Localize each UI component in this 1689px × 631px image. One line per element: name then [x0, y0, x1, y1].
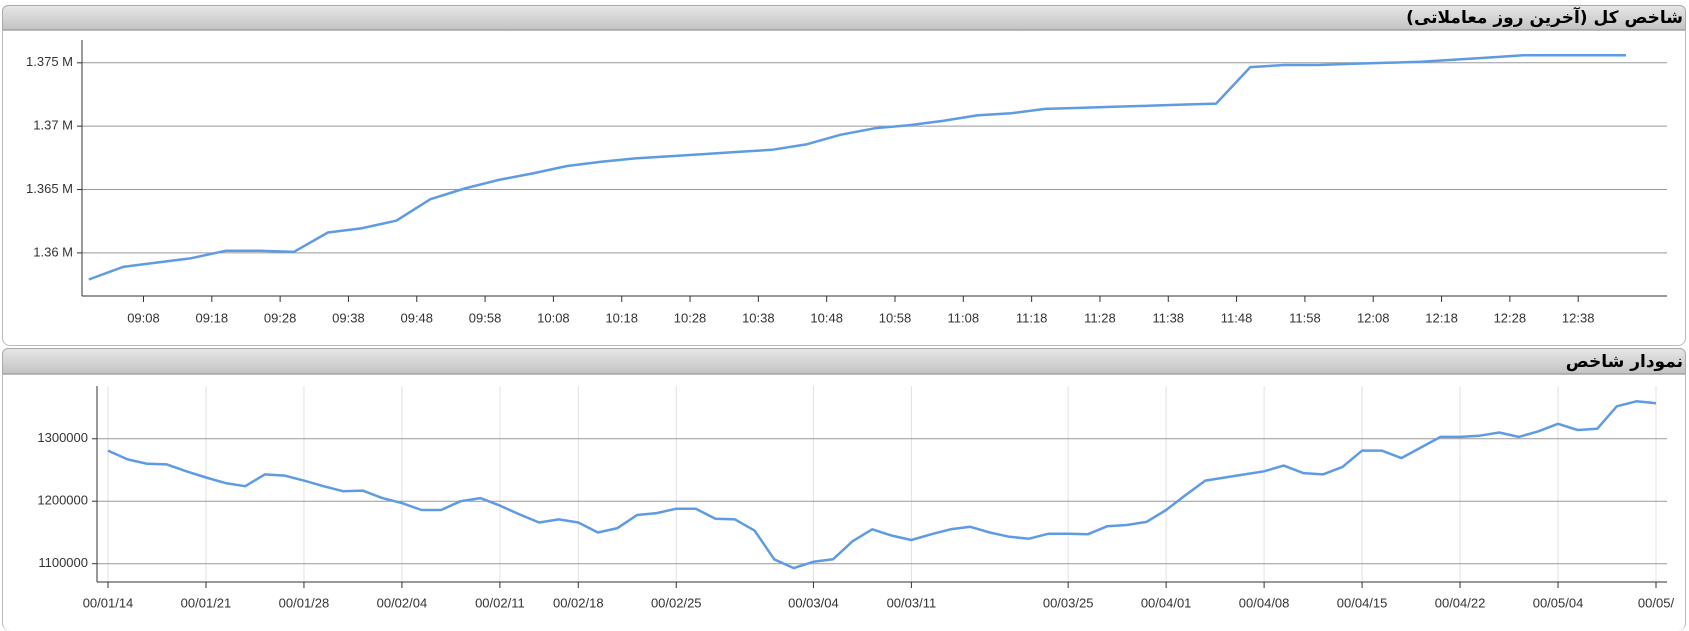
panel-header: شاخص کل (آخرین روز معاملاتی) [2, 5, 1686, 30]
y-tick-label: 1200000 [37, 493, 88, 508]
x-tick-label: 10:18 [605, 310, 638, 325]
x-tick-label: 00/01/21 [181, 595, 232, 610]
x-tick-label: 09:58 [469, 310, 502, 325]
x-tick-label: 09:28 [264, 310, 297, 325]
y-tick-label: 1.36 M [33, 244, 73, 259]
x-tick-label: 11:38 [1152, 310, 1184, 325]
series-line [88, 54, 1626, 281]
x-tick-label: 11:48 [1221, 310, 1253, 325]
x-tick-label: 11:18 [1016, 310, 1048, 325]
x-tick-label: 00/04/01 [1141, 595, 1192, 610]
y-tick-label: 1.365 M [26, 181, 73, 196]
x-tick-label: 00/02/25 [651, 595, 702, 610]
y-tick-label: 1300000 [37, 430, 88, 445]
panel-header: نمودار شاخص [2, 348, 1686, 374]
panel [2, 374, 1686, 631]
x-tick-label: 10:08 [537, 310, 570, 325]
x-tick-label: 12:38 [1562, 310, 1595, 325]
x-tick-label: 10:58 [879, 310, 912, 325]
x-tick-label: 12:28 [1494, 310, 1527, 325]
x-tick-label: 00/04/22 [1435, 595, 1486, 610]
x-tick-label: 00/02/04 [377, 595, 428, 610]
x-tick-label: 10:48 [810, 310, 843, 325]
x-tick-label: 00/04/08 [1239, 595, 1290, 610]
x-tick-label: 12:18 [1425, 310, 1458, 325]
x-tick-label: 00/01/14 [83, 595, 134, 610]
x-tick-label: 00/05/04 [1533, 595, 1584, 610]
x-tick-label: 09:18 [196, 310, 229, 325]
x-tick-label: 00/03/11 [887, 595, 937, 610]
y-tick-label: 1100000 [38, 555, 88, 570]
x-tick-label: 09:38 [332, 310, 365, 325]
x-tick-label: 12:08 [1357, 310, 1390, 325]
x-tick-label: 11:08 [948, 310, 980, 325]
x-tick-label: 00/02/11 [475, 595, 525, 610]
x-tick-label: 09:48 [400, 310, 433, 325]
x-tick-label: 00/03/25 [1043, 595, 1094, 610]
x-tick-label: 09:08 [127, 310, 160, 325]
x-tick-label: 00/04/15 [1337, 595, 1388, 610]
x-tick-label: 00/03/04 [788, 595, 839, 610]
x-tick-label: 10:38 [742, 310, 775, 325]
panel [2, 30, 1686, 346]
x-tick-label: 00/05/ [1638, 595, 1675, 610]
x-tick-label: 00/02/18 [553, 595, 604, 610]
y-tick-label: 1.375 M [26, 54, 73, 69]
x-tick-label: 00/01/28 [279, 595, 330, 610]
x-tick-label: 10:28 [674, 310, 707, 325]
x-tick-label: 11:28 [1084, 310, 1116, 325]
series-line [107, 400, 1657, 570]
y-tick-label: 1.37 M [33, 118, 73, 133]
x-tick-label: 11:58 [1289, 310, 1321, 325]
